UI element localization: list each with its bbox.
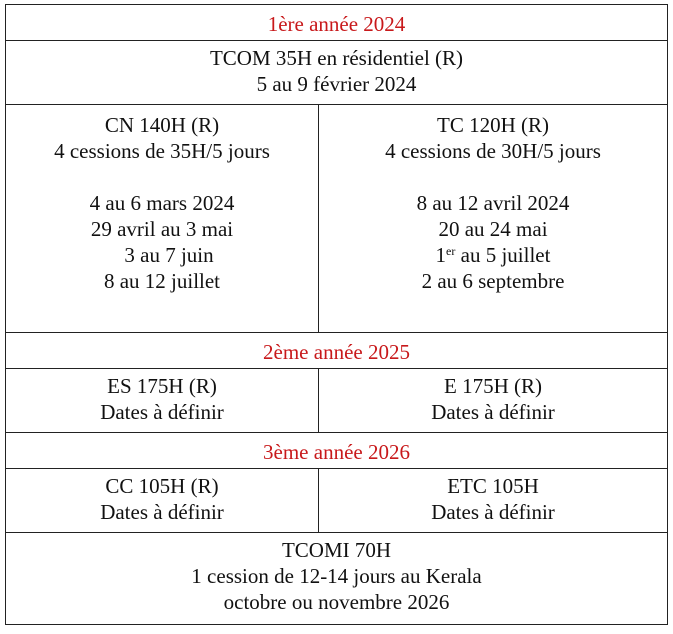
cc-etc-row: CC 105H (R) Dates à définir ETC 105H Dat… xyxy=(5,468,669,533)
year1-heading-row: 1ère année 2024 xyxy=(4,4,669,41)
cn-date-4: 8 au 12 juillet xyxy=(103,269,221,293)
tc-title: TC 120H (R) xyxy=(437,113,549,137)
year1-heading: 1ère année 2024 xyxy=(4,4,669,41)
tc-date-1: 8 au 12 avril 2024 xyxy=(416,191,570,215)
etc-title: ETC 105H xyxy=(447,474,539,498)
tc-cell: TC 120H (R) 4 cessions de 30H/5 jours 8 … xyxy=(317,104,669,333)
year3-heading: 3ème année 2026 xyxy=(4,432,669,469)
cn-date-1: 4 au 6 mars 2024 xyxy=(89,191,235,215)
tcomi-row: TCOMI 70H 1 cession de 12-14 jours au Ke… xyxy=(4,532,669,625)
tc-date-4: 2 au 6 septembre xyxy=(421,269,565,293)
cc-title: CC 105H (R) xyxy=(105,474,219,498)
year3-heading-row: 3ème année 2026 xyxy=(4,432,669,469)
cn-cell: CN 140H (R) 4 cessions de 35H/5 jours 4 … xyxy=(5,104,319,333)
tc-date-3-rest: au 5 juillet xyxy=(455,243,551,267)
tcomi-sessions: 1 cession de 12-14 jours au Kerala xyxy=(191,564,482,588)
etc-cell: ETC 105H Dates à définir xyxy=(317,468,669,533)
tcom-cell: TCOM 35H en résidentiel (R) 5 au 9 févri… xyxy=(4,40,669,105)
year1-heading-text: 1ère année 2024 xyxy=(267,12,406,36)
es-dates: Dates à définir xyxy=(100,400,224,424)
tc-sessions: 4 cessions de 30H/5 jours xyxy=(385,139,601,163)
year3-heading-text: 3ème année 2026 xyxy=(263,440,410,464)
year2-heading: 2ème année 2025 xyxy=(4,332,669,369)
etc-dates: Dates à définir xyxy=(431,500,555,524)
e-dates: Dates à définir xyxy=(431,400,555,424)
tcom-row: TCOM 35H en résidentiel (R) 5 au 9 févri… xyxy=(4,40,669,105)
es-title: ES 175H (R) xyxy=(107,374,217,398)
year2-heading-row: 2ème année 2025 xyxy=(4,332,669,369)
tcom-dates: 5 au 9 février 2024 xyxy=(256,72,417,96)
es-cell: ES 175H (R) Dates à définir xyxy=(5,368,319,433)
cn-sessions: 4 cessions de 35H/5 jours xyxy=(54,139,270,163)
tc-date-3-sup: er xyxy=(446,244,456,258)
tcomi-title: TCOMI 70H xyxy=(281,538,392,562)
tcomi-dates: octobre ou novembre 2026 xyxy=(223,590,450,614)
tcom-title: TCOM 35H en résidentiel (R) xyxy=(209,46,464,70)
cn-tc-row: CN 140H (R) 4 cessions de 35H/5 jours 4 … xyxy=(5,104,669,333)
tcomi-cell: TCOMI 70H 1 cession de 12-14 jours au Ke… xyxy=(4,532,669,625)
cn-title: CN 140H (R) xyxy=(104,113,220,137)
cn-date-3: 3 au 7 juin xyxy=(124,243,214,267)
e-cell: E 175H (R) Dates à définir xyxy=(317,368,669,433)
cn-date-2: 29 avril au 3 mai xyxy=(90,217,234,241)
e-title: E 175H (R) xyxy=(444,374,542,398)
es-e-row: ES 175H (R) Dates à définir E 175H (R) D… xyxy=(5,368,669,433)
cc-dates: Dates à définir xyxy=(100,500,224,524)
tc-date-3: 1er au 5 juillet xyxy=(319,242,667,268)
cc-cell: CC 105H (R) Dates à définir xyxy=(5,468,319,533)
training-schedule-table: 1ère année 2024 TCOM 35H en résidentiel … xyxy=(4,4,669,625)
year2-heading-text: 2ème année 2025 xyxy=(263,340,410,364)
tc-date-2: 20 au 24 mai xyxy=(438,217,548,241)
tc-date-3-prefix: 1 xyxy=(435,243,447,267)
